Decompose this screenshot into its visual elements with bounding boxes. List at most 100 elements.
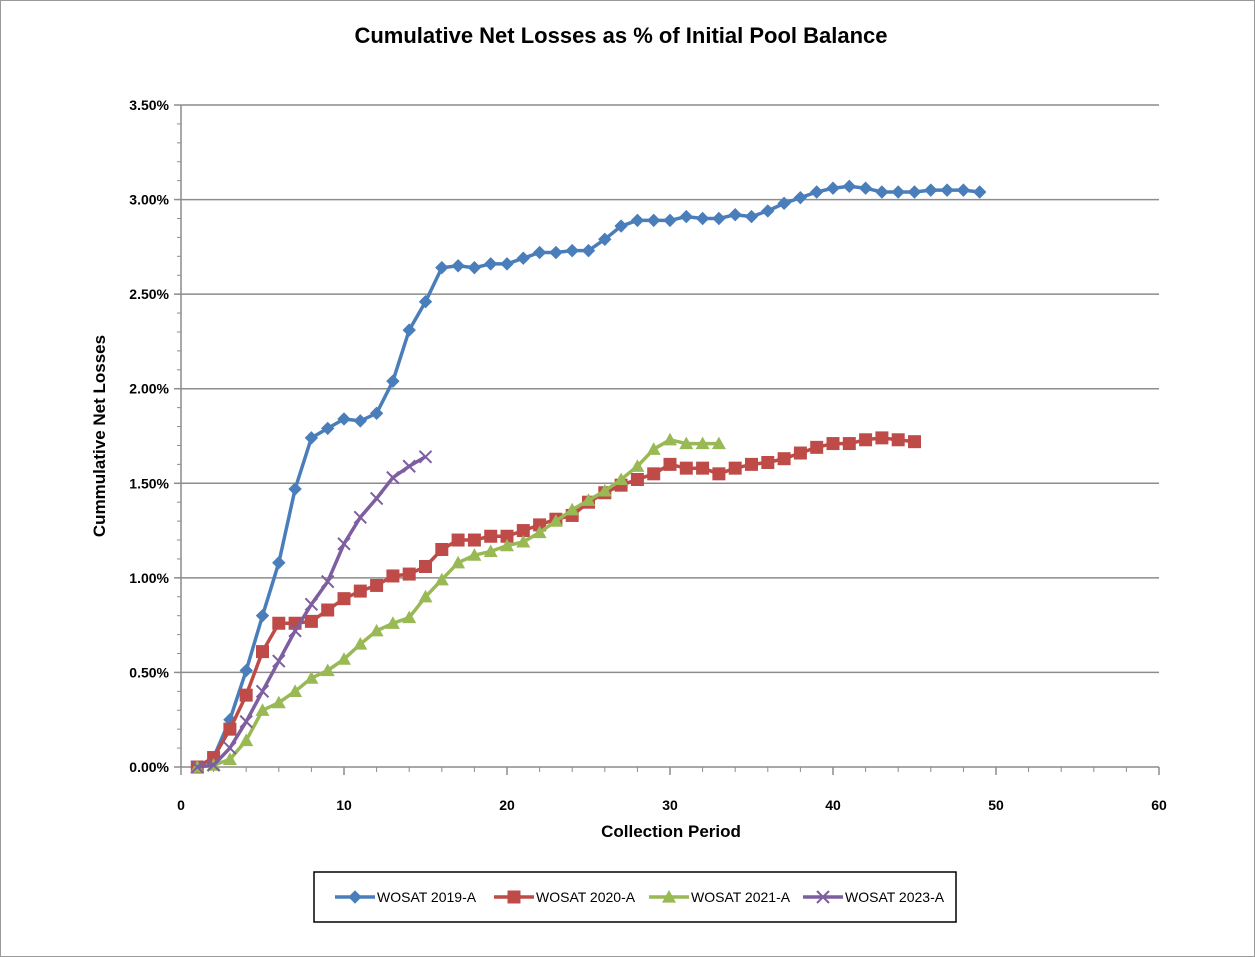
data-point-wosat-2020-a [516,524,530,538]
data-point-wosat-2019-a [793,190,808,205]
x-axis-title: Collection Period [601,822,741,841]
legend-item-wosat-2019-a: WOSAT 2019-A [335,889,477,905]
data-point-wosat-2021-a [255,703,270,716]
data-point-wosat-2023-a-stroke [288,624,302,638]
data-point-wosat-2021-a [663,432,677,446]
data-point-wosat-2023-a-stroke [304,597,319,612]
data-point-wosat-2019-a [630,213,645,228]
legend-label: WOSAT 2019-A [377,889,477,905]
data-point-wosat-2019-a [255,608,270,623]
data-point-wosat-2021-a [434,572,449,586]
data-point-wosat-2020-a [891,433,905,447]
data-point-wosat-2021-a [288,684,303,697]
data-point-wosat-2021-a [500,538,514,552]
data-point-wosat-2019-a [418,295,433,309]
legend-marker [348,890,362,904]
data-point-wosat-2021-a [385,616,400,629]
data-point-wosat-2020-a [712,467,726,481]
data-point-wosat-2019-a [695,211,710,226]
data-point-wosat-2021-a [532,525,547,539]
data-point-wosat-2021-a [337,652,351,665]
data-point-wosat-2020-a [500,529,514,543]
data-point-wosat-2019-a [369,406,384,421]
data-point-wosat-2023-a-stroke [190,760,205,774]
data-point-wosat-2019-a [761,204,775,218]
data-point-wosat-2021-a [597,483,612,497]
data-point-wosat-2020-a [304,614,318,628]
legend-item-wosat-2020-a: WOSAT 2020-A [494,889,636,905]
data-point-wosat-2020-a [745,457,758,471]
data-point-wosat-2019-a [483,257,498,271]
data-point-wosat-2023-a-stroke [418,450,433,464]
data-point-wosat-2019-a [940,183,954,197]
data-point-wosat-2019-a [516,251,531,265]
data-point-wosat-2019-a [842,179,857,194]
data-point-wosat-2020-a [647,467,661,481]
data-point-wosat-2023-a [386,470,400,485]
data-point-wosat-2020-a [908,435,921,449]
data-point-wosat-2020-a [842,437,856,451]
data-point-wosat-2023-a [369,491,384,506]
data-point-wosat-2019-a [679,209,694,224]
data-point-wosat-2021-a [271,695,286,709]
legend-label: WOSAT 2021-A [691,889,791,905]
data-point-wosat-2020-a [467,533,481,547]
data-point-wosat-2019-a [532,245,547,260]
data-point-wosat-2021-a [630,459,645,472]
legend-label: WOSAT 2023-A [845,889,945,905]
data-point-wosat-2019-a [304,431,319,445]
data-point-wosat-2023-a [402,459,416,473]
data-point-wosat-2023-a-stroke [272,654,286,668]
legend-box [313,871,957,923]
y-tick-label: 0.50% [129,664,169,680]
y-tick-label: 3.00% [129,192,169,208]
data-point-wosat-2020-a [337,592,351,606]
legend-marker-stroke [816,890,830,904]
data-point-wosat-2021-a [369,623,384,637]
data-point-wosat-2023-a [288,624,302,638]
data-point-wosat-2019-a [972,185,987,199]
y-tick-label: 1.00% [129,570,169,586]
data-point-wosat-2019-a [728,207,742,222]
data-point-wosat-2021-a [467,548,482,561]
data-point-wosat-2023-a-stroke [353,510,368,525]
data-point-wosat-2019-a [826,181,840,195]
data-point-wosat-2023-a-stroke [320,574,335,589]
data-point-wosat-2019-a [467,260,482,275]
data-point-wosat-2019-a [956,183,971,197]
data-point-wosat-2021-a [320,663,335,677]
x-tick-label: 60 [1151,797,1167,813]
data-point-wosat-2019-a [451,259,465,273]
axes: 0.00% 0.50% 1.00% 1.50% 2.00% 2.50% 3.00% 3.50%… [129,97,1167,813]
data-point-wosat-2019-a [891,185,905,199]
data-point-wosat-2019-a [581,243,596,258]
series-line-wosat-2021-a [197,438,719,769]
data-point-wosat-2020-a [321,603,335,617]
gridlines [181,104,1159,674]
data-point-wosat-2019-a [924,183,938,197]
data-point-wosat-2019-a [744,209,759,224]
data-point-wosat-2021-a [581,493,596,506]
legend-item-wosat-2021-a: WOSAT 2021-A [649,889,791,905]
legend-marker [662,890,676,903]
data-point-wosat-2020-a [826,437,840,451]
data-point-wosat-2021-a [711,436,726,450]
data-point-wosat-2020-a [353,584,367,598]
data-point-wosat-2023-a [304,597,319,612]
legend-marker [816,890,830,904]
y-tick-label: 2.00% [129,381,169,397]
data-point-wosat-2019-a [288,482,302,496]
data-point-wosat-2023-a-stroke [386,470,400,485]
legend-item-wosat-2023-a: WOSAT 2023-A [803,889,945,905]
x-tick-label: 30 [662,797,678,813]
data-point-wosat-2019-a [435,260,449,275]
data-point-wosat-2019-a [320,421,335,436]
data-point-wosat-2023-a [337,537,351,551]
data-point-wosat-2020-a [761,455,775,469]
data-point-wosat-2019-a [565,243,579,258]
legend-marker [507,890,521,904]
data-point-wosat-2023-a [255,684,270,699]
series-group [190,179,987,774]
